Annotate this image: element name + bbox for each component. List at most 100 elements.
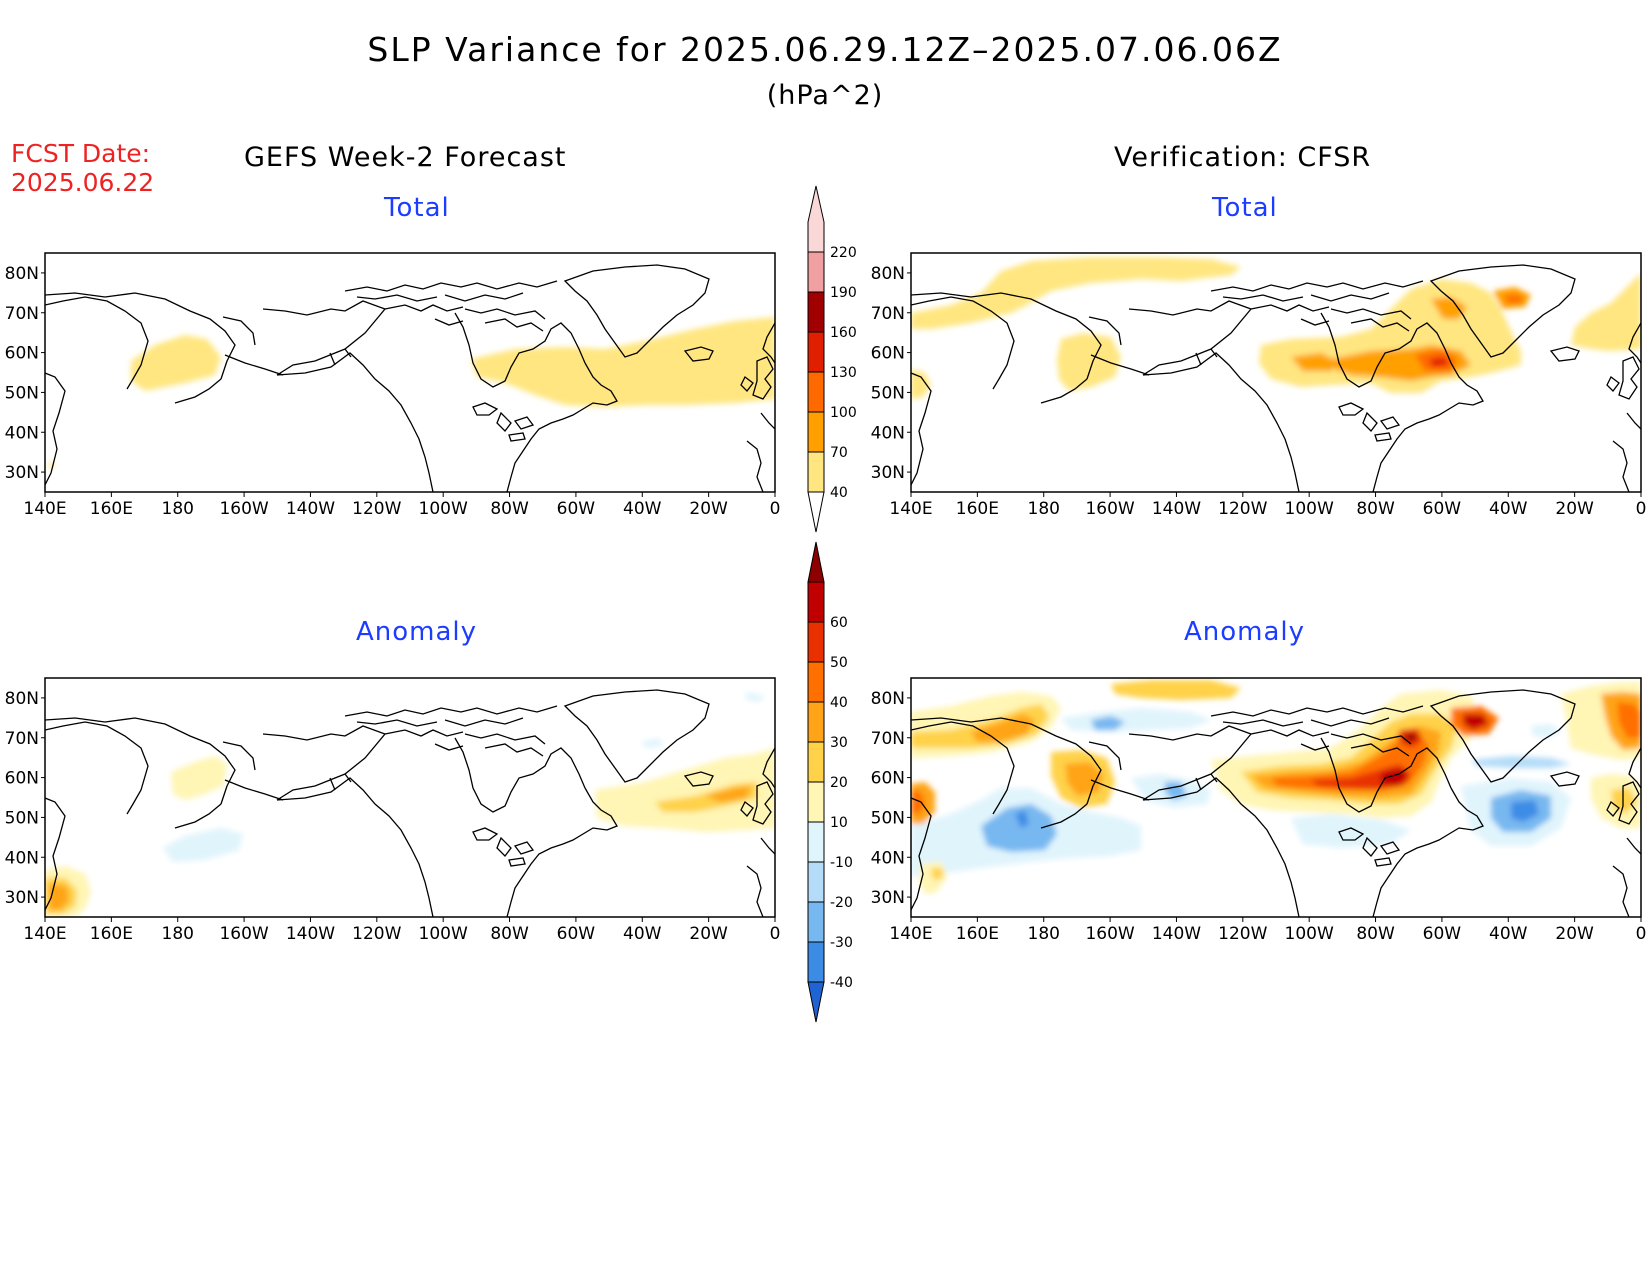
forecast-total-lat-label: 70N <box>5 304 39 324</box>
colorbar-anomaly-box <box>807 861 825 903</box>
colorbar-total-max-triangle <box>807 185 825 253</box>
verification-total-shading <box>911 257 1641 399</box>
forecast-anomaly-lon-label: 120W <box>352 924 401 944</box>
forecast-total-lon-label: 40W <box>623 499 662 519</box>
left-column-heading: GEFS Week-2 Forecast <box>244 142 567 173</box>
forecast-anomaly-lat-label: 40N <box>5 848 39 868</box>
forecast-anomaly-lat-label: 80N <box>5 689 39 709</box>
verification-anomaly-lat-label: 40N <box>871 848 905 868</box>
colorbar-total-label: 100 <box>830 405 857 421</box>
colorbar-anomaly-min-triangle <box>807 981 825 1023</box>
panel-title-forecast-total: Total <box>384 193 450 223</box>
colorbar-anomaly-label: 30 <box>830 735 848 751</box>
colorbar-anomaly-box <box>807 701 825 743</box>
verification-total-lat-label: 70N <box>871 304 905 324</box>
forecast-anomaly-lon-label: 0 <box>770 924 781 944</box>
colorbar-anomaly-box <box>807 821 825 863</box>
forecast-total-lat-label: 60N <box>5 344 39 364</box>
verification-total-lon-label: 0 <box>1636 499 1647 519</box>
colorbar-total-label: 40 <box>830 485 848 501</box>
verification-anomaly-lon-label: 140W <box>1152 924 1201 944</box>
colorbar-total-min-triangle <box>807 491 825 533</box>
verification-total-lon-label: 140W <box>1152 499 1201 519</box>
verification-total-lat-label: 60N <box>871 344 905 364</box>
forecast-anomaly-lon-label: 100W <box>419 924 468 944</box>
forecast-anomaly-lon-label: 160W <box>219 924 268 944</box>
verification-anomaly-lat-label: 50N <box>871 808 905 828</box>
colorbar-anomaly: -40 -30 -20 -10 10 20 30 40 50 60 <box>807 541 853 1023</box>
forecast-anomaly-lat-label: 70N <box>5 729 39 749</box>
colorbar-total-label: 190 <box>830 285 857 301</box>
verification-total-lat-label: 80N <box>871 264 905 284</box>
forecast-total-lon-label: 140W <box>286 499 335 519</box>
right-column-heading: Verification: CFSR <box>1114 142 1372 173</box>
forecast-total-lat-label: 40N <box>5 423 39 443</box>
panel-verification-total <box>910 252 1642 493</box>
forecast-anomaly-lon-label: 80W <box>490 924 529 944</box>
colorbar-anomaly-box <box>807 741 825 783</box>
colorbar-anomaly-box <box>807 621 825 663</box>
forecast-anomaly-lon-label: 40W <box>623 924 662 944</box>
forecast-total-lon-label: 160E <box>90 499 133 519</box>
forecast-anomaly-lat-label: 60N <box>5 769 39 789</box>
colorbar-anomaly-box <box>807 781 825 823</box>
colorbar-total-label: 70 <box>830 445 848 461</box>
panel-forecast-anomaly <box>44 677 776 918</box>
colorbar-anomaly-label: 50 <box>830 655 848 671</box>
verification-anomaly-lat-label: 80N <box>871 689 905 709</box>
verification-total-lon-label: 160W <box>1085 499 1134 519</box>
panel-title-forecast-anomaly: Anomaly <box>356 617 478 647</box>
forecast-anomaly-lat-label: 50N <box>5 808 39 828</box>
figure-units: (hPa^2) <box>766 80 884 111</box>
forecast-anomaly-lon-label: 160E <box>90 924 133 944</box>
colorbar-anomaly-label: 10 <box>830 815 848 831</box>
verification-total-lon-label: 120W <box>1218 499 1267 519</box>
forecast-date-label: FCST Date: <box>11 139 151 168</box>
verification-anomaly-lon-label: 80W <box>1356 924 1395 944</box>
forecast-date-value: 2025.06.22 <box>11 168 155 197</box>
forecast-date: FCST Date: 2025.06.22 <box>11 139 154 197</box>
forecast-total-lat-label: 30N <box>5 463 39 483</box>
figure-title: SLP Variance for 2025.06.29.12Z–2025.07.… <box>367 30 1283 69</box>
panel-verification-anomaly <box>910 677 1642 918</box>
verification-total-lon-label: 100W <box>1285 499 1334 519</box>
panel-title-verification-total: Total <box>1212 193 1278 223</box>
colorbar-anomaly-box <box>807 941 825 983</box>
colorbar-anomaly-label: -10 <box>830 855 853 871</box>
verification-anomaly-lon-label: 180 <box>1028 924 1060 944</box>
verification-anomaly-lon-label: 120W <box>1218 924 1267 944</box>
verification-anomaly-lon-label: 160E <box>956 924 999 944</box>
verification-total-lon-label: 40W <box>1489 499 1528 519</box>
verification-total-lon-label: 60W <box>1423 499 1462 519</box>
colorbar-total-box <box>807 251 825 293</box>
colorbar-total: 40 70 100 130 160 190 220 <box>807 185 857 533</box>
colorbar-total-box <box>807 331 825 373</box>
verification-total-lon-label: 180 <box>1028 499 1060 519</box>
forecast-total-lon-label: 180 <box>162 499 194 519</box>
verification-total-lat-label: 30N <box>871 463 905 483</box>
verification-anomaly-lon-label: 20W <box>1555 924 1594 944</box>
forecast-total-lon-label: 140E <box>23 499 66 519</box>
verification-anomaly-lon-label: 40W <box>1489 924 1528 944</box>
colorbar-anomaly-label: -20 <box>830 895 853 911</box>
colorbar-anomaly-label: -40 <box>830 975 853 991</box>
forecast-anomaly-lon-label: 140E <box>23 924 66 944</box>
verification-anomaly-lon-label: 100W <box>1285 924 1334 944</box>
forecast-anomaly-lon-label: 180 <box>162 924 194 944</box>
verification-anomaly-lat-label: 60N <box>871 769 905 789</box>
axis-tick-labels: 140E 160E 180 160W 140W 120W 100W 80W 60W 40W 20W 0… <box>5 264 1647 944</box>
colorbar-anomaly-label: 60 <box>830 615 848 631</box>
colorbar-anomaly-box <box>807 581 825 623</box>
colorbar-total-box <box>807 451 825 493</box>
verification-anomaly-lon-label: 140E <box>889 924 932 944</box>
colorbar-total-box <box>807 411 825 453</box>
colorbar-anomaly-label: 20 <box>830 775 848 791</box>
verification-anomaly-lon-label: 160W <box>1085 924 1134 944</box>
colorbar-anomaly-max-triangle <box>807 541 825 583</box>
verification-total-lat-label: 50N <box>871 383 905 403</box>
forecast-total-lon-label: 60W <box>557 499 596 519</box>
forecast-anomaly-lon-label: 20W <box>689 924 728 944</box>
verification-total-lat-label: 40N <box>871 423 905 443</box>
verification-total-lon-label: 140E <box>889 499 932 519</box>
